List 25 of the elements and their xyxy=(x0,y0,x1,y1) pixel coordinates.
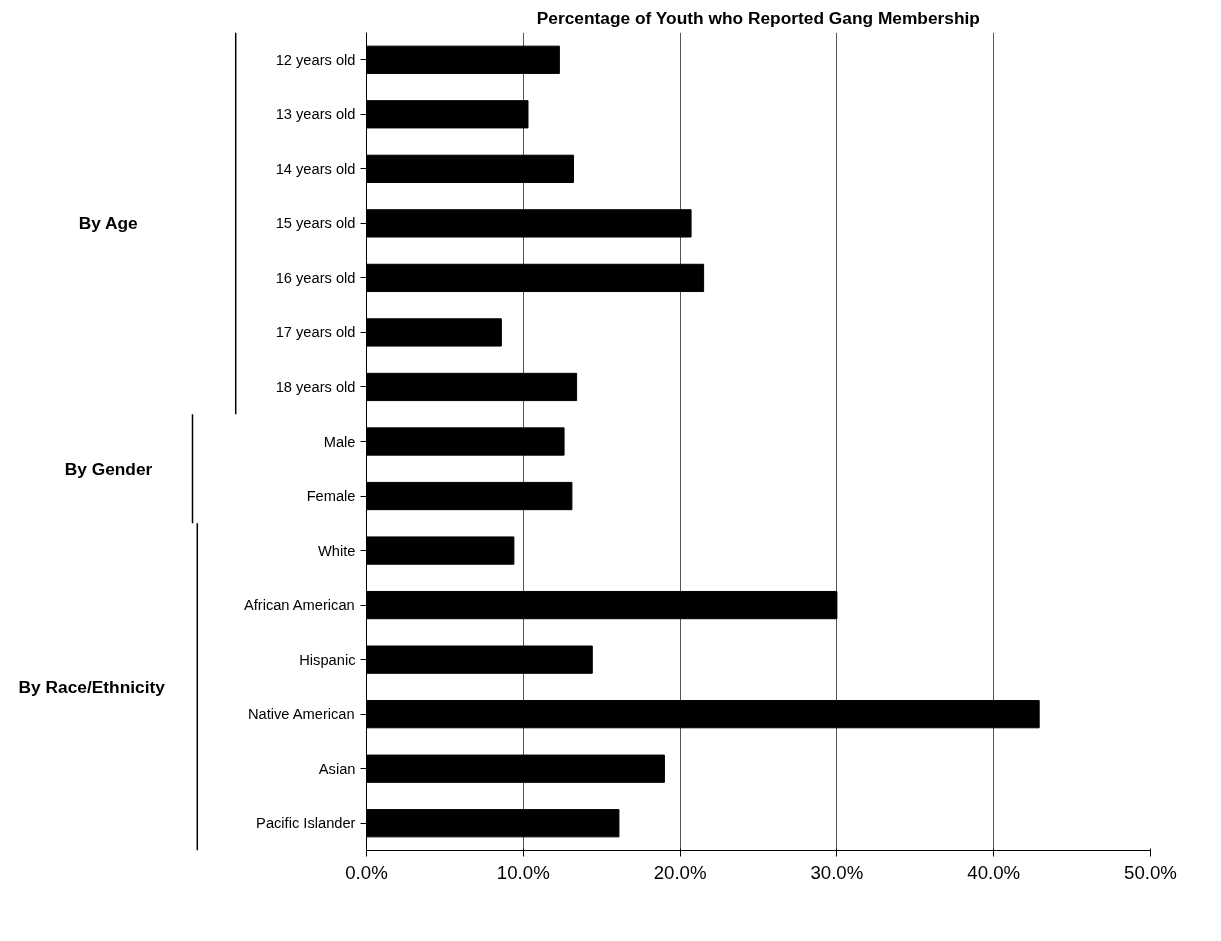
text: By Gender xyxy=(64,458,153,479)
y-tick-label: White xyxy=(318,542,356,559)
x-tick-label: 40.0% xyxy=(967,861,1021,883)
y-tick-label: 16 years old xyxy=(275,269,356,286)
x-tick-label: 30.0% xyxy=(810,861,864,883)
x-tick-label: 0.0% xyxy=(345,861,388,883)
y-tick-label: 13 years old xyxy=(275,106,356,123)
x-tick-label: 20.0% xyxy=(653,861,707,883)
y-tick-label: 14 years old xyxy=(275,160,356,177)
y-tick-label: 18 years old xyxy=(275,378,356,395)
y-tick-label: African American xyxy=(243,597,355,614)
y-tick-label: Native American xyxy=(247,706,355,723)
y-tick-label: Hispanic xyxy=(299,651,356,668)
y-tick-label: 17 years old xyxy=(275,324,356,341)
text: By Race/Ethnicity xyxy=(18,676,166,697)
y-tick-label: 12 years old xyxy=(275,51,356,68)
y-tick-label: Asian xyxy=(318,760,356,777)
y-tick-label: Pacific Islander xyxy=(256,815,356,832)
y-tick-label: Male xyxy=(323,433,356,450)
y-tick-label: 15 years old xyxy=(275,215,356,232)
x-tick-label: 10.0% xyxy=(496,861,550,883)
text: By Age xyxy=(78,213,139,234)
chart-title: Percentage of Youth who Reported Gang Membership xyxy=(536,7,980,28)
y-tick-label: Female xyxy=(306,488,356,505)
x-tick-label: 50.0% xyxy=(1124,861,1177,883)
